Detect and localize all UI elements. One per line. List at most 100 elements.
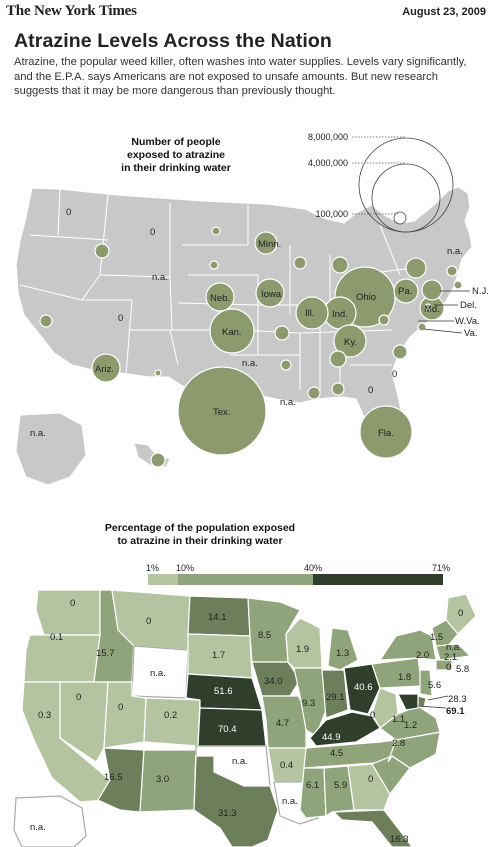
bubble-florida[interactable] bbox=[359, 405, 413, 459]
bubble-wisconsin[interactable] bbox=[293, 256, 307, 270]
state-al[interactable] bbox=[323, 765, 355, 818]
label-kan: Kan. bbox=[222, 327, 242, 338]
value-wa: 0 bbox=[70, 598, 75, 609]
intro-text: Atrazine, the popular weed killer, often… bbox=[14, 56, 467, 97]
bubble-wv[interactable] bbox=[378, 314, 390, 326]
bubble-ms[interactable] bbox=[307, 386, 321, 400]
value-nm: 3.0 bbox=[156, 774, 169, 785]
label-tex: Tex. bbox=[213, 407, 230, 418]
headline: Atrazine Levels Across the Nation bbox=[14, 30, 332, 52]
leader-lines bbox=[418, 290, 470, 334]
state-wa[interactable] bbox=[35, 589, 101, 636]
legend-tick-40: 40% bbox=[304, 563, 322, 573]
state-co[interactable] bbox=[143, 697, 201, 747]
bubble-tennessee[interactable] bbox=[329, 350, 347, 368]
value-vt: 1.5 bbox=[430, 632, 443, 643]
percentage-exposed-map: Percentage of the population exposed to … bbox=[13, 522, 477, 847]
bubble-ne-small[interactable] bbox=[446, 265, 458, 277]
label-ind: Ind. bbox=[332, 309, 348, 320]
bubble-va[interactable] bbox=[417, 322, 427, 332]
label-ariz: Ariz. bbox=[95, 364, 114, 375]
state-mi[interactable] bbox=[327, 627, 359, 671]
state-ak[interactable] bbox=[13, 795, 87, 847]
legend-tick-10: 10% bbox=[176, 563, 194, 573]
bubble-arkansas[interactable] bbox=[280, 359, 292, 371]
state-oh[interactable] bbox=[343, 663, 381, 715]
states bbox=[13, 589, 477, 847]
bubble-alabama[interactable] bbox=[331, 382, 345, 396]
alaska-shape bbox=[15, 412, 87, 486]
state-ma[interactable] bbox=[435, 643, 472, 661]
value-mt: 0 bbox=[146, 616, 151, 627]
label-na-wy: n.a. bbox=[152, 272, 168, 283]
state-nv[interactable] bbox=[59, 681, 109, 763]
masthead[interactable]: The New York Times bbox=[6, 3, 137, 19]
bubble-missouri[interactable] bbox=[274, 325, 290, 341]
state-wv[interactable] bbox=[371, 687, 399, 729]
value-sc: 2.8 bbox=[392, 738, 405, 749]
bubble-newyork[interactable] bbox=[405, 257, 427, 279]
state-ny[interactable] bbox=[378, 629, 437, 661]
value-ri: 0 bbox=[446, 662, 451, 673]
bubble-nj[interactable] bbox=[421, 279, 443, 301]
value-mo: 4.7 bbox=[276, 718, 289, 729]
value-ia: 34.0 bbox=[264, 676, 283, 687]
value-tx: 31.3 bbox=[218, 808, 237, 819]
bubble-idaho[interactable] bbox=[94, 243, 110, 259]
label-ill: Ill. bbox=[305, 308, 315, 319]
bubble-nebraska[interactable] bbox=[205, 282, 235, 312]
state-ms[interactable] bbox=[299, 767, 327, 819]
label-na-la: n.a. bbox=[280, 397, 296, 408]
state-md[interactable] bbox=[397, 693, 419, 711]
value-ut: 0 bbox=[118, 702, 123, 713]
label-md: Md. bbox=[424, 304, 440, 315]
state-in[interactable] bbox=[321, 669, 349, 719]
bubble-del[interactable] bbox=[424, 303, 432, 311]
bubble-northcarolina[interactable] bbox=[392, 344, 408, 360]
state-me[interactable] bbox=[445, 593, 477, 635]
bubble-southdakota[interactable] bbox=[209, 260, 219, 270]
color-legend: 1% 10% 40% 71% bbox=[146, 563, 450, 585]
state-ga[interactable] bbox=[347, 763, 391, 811]
bubble-arizona[interactable] bbox=[91, 353, 121, 383]
legend-100k: 100,000 bbox=[315, 209, 348, 219]
legend-seg-3 bbox=[313, 574, 443, 585]
bubble-colorado[interactable] bbox=[154, 369, 162, 377]
state-fl[interactable] bbox=[332, 809, 413, 847]
bubble-texas[interactable] bbox=[177, 366, 267, 456]
bubble-iowa[interactable] bbox=[255, 278, 285, 308]
bubble-nd[interactable] bbox=[211, 226, 221, 236]
value-md: 69.1 bbox=[446, 706, 465, 717]
bubble-michigan[interactable] bbox=[331, 256, 349, 274]
legend-tick-71: 71% bbox=[432, 563, 450, 573]
map2-title: Percentage of the population exposed to … bbox=[105, 522, 295, 547]
bubble-pennsylvania[interactable] bbox=[393, 278, 419, 304]
label-fla: Fla. bbox=[378, 428, 394, 439]
map1-title: Number of people exposed to atrazine in … bbox=[121, 136, 231, 174]
legend-tick-1: 1% bbox=[146, 563, 159, 573]
bubble-minnesota[interactable] bbox=[254, 231, 278, 255]
state-pa[interactable] bbox=[371, 657, 423, 689]
value-az: 16.5 bbox=[104, 772, 123, 783]
bubble-ct[interactable] bbox=[453, 280, 463, 290]
bubble-kentucky[interactable] bbox=[333, 324, 367, 358]
bubble-oregon[interactable] bbox=[39, 314, 53, 328]
bubble-illinois[interactable] bbox=[295, 296, 329, 330]
label-zero-ga: 0 bbox=[368, 385, 373, 396]
value-la: n.a. bbox=[282, 796, 298, 807]
state-nj[interactable] bbox=[419, 669, 433, 697]
value-ok: n.a. bbox=[232, 756, 248, 767]
value-pa: 1.8 bbox=[398, 672, 411, 683]
state-tx[interactable] bbox=[193, 755, 279, 847]
state-ia[interactable] bbox=[251, 661, 301, 697]
state-ct[interactable] bbox=[435, 659, 453, 671]
state-vt[interactable] bbox=[431, 619, 459, 649]
bubble-kansas[interactable] bbox=[209, 308, 255, 354]
value-labels: 0 0.1 0.3 15.7 0 0 n.a. 0 0.2 16.5 3.0 1… bbox=[30, 598, 469, 845]
map1-title-line2: exposed to atrazine bbox=[127, 149, 225, 161]
map2-leaders bbox=[417, 695, 449, 709]
bubble-hawaii[interactable] bbox=[150, 452, 166, 468]
legend-4m: 4,000,000 bbox=[308, 158, 348, 168]
value-me: 0 bbox=[458, 608, 463, 619]
value-ky: 44.9 bbox=[322, 732, 341, 743]
